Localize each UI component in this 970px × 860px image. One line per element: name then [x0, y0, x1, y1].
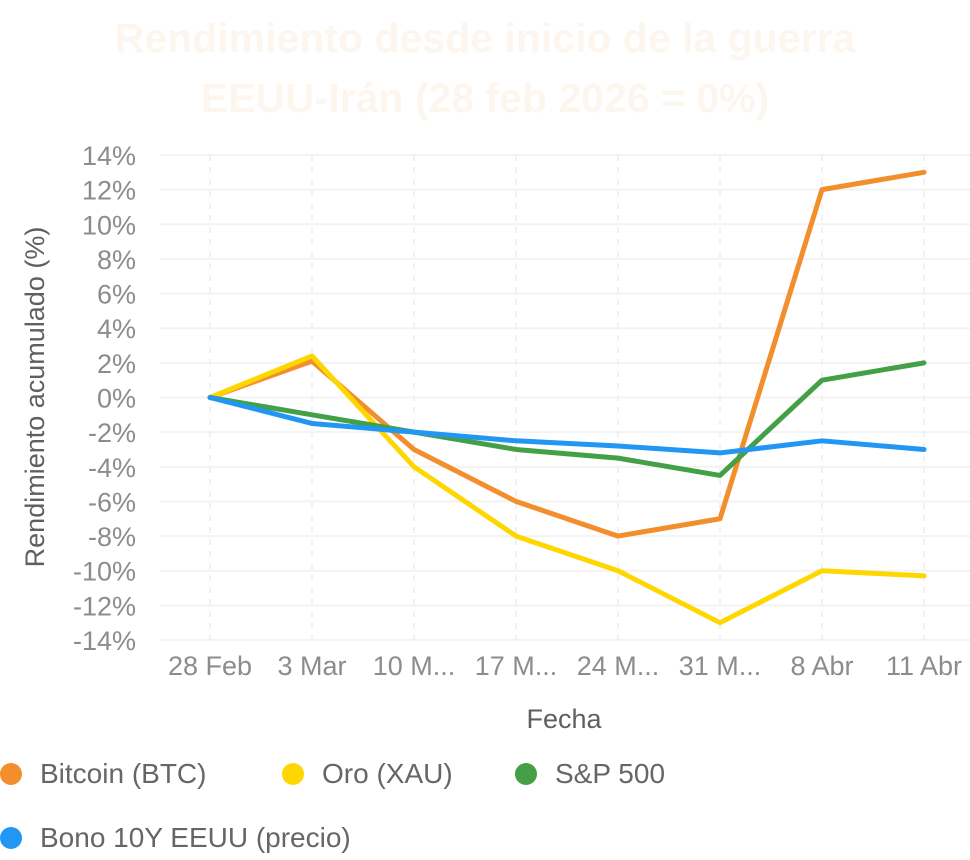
y-tick-label: 6% [97, 280, 136, 310]
series-line-gold[interactable] [207, 353, 927, 626]
chart-title-line-1: Rendimiento desde inicio de la guerra [114, 15, 856, 61]
x-tick-label: 28 Feb [168, 651, 252, 681]
legend-item-sp500[interactable]: S&P 500 [515, 754, 665, 794]
series-line-bond[interactable] [207, 395, 927, 456]
x-tick-label: 11 Abr [886, 651, 962, 681]
legend-marker-sp500 [515, 763, 537, 785]
series-line-btc[interactable] [207, 169, 927, 539]
legend-item-bond[interactable]: Bono 10Y EEUU (precio) [0, 818, 351, 858]
y-tick-label: -8% [88, 522, 136, 552]
y-tick-label: -10% [73, 557, 136, 587]
legend-marker-btc [0, 763, 22, 785]
y-tick-label: -4% [88, 453, 136, 483]
y-tick-label: 12% [82, 176, 136, 206]
legend-item-gold[interactable]: Oro (XAU) [282, 754, 453, 794]
legend-marker-bond [0, 827, 22, 849]
y-tick-label: 8% [97, 245, 136, 275]
y-tick-label: -12% [73, 591, 136, 621]
x-tick-label: 24 M... [577, 651, 660, 681]
y-axis-label: Rendimiento acumulado (%) [20, 227, 50, 568]
legend-label-bond: Bono 10Y EEUU (precio) [40, 822, 351, 853]
legend-label-sp500: S&P 500 [555, 758, 666, 789]
x-tick-label: 17 M... [475, 651, 558, 681]
chart-title: Rendimiento desde inicio de la guerra EE… [0, 8, 970, 128]
series-lines [207, 169, 927, 626]
x-axis-label: Fecha [526, 704, 602, 734]
y-tick-label: -2% [88, 418, 136, 448]
series-line-sp500[interactable] [207, 360, 927, 478]
y-tick-label: -14% [73, 626, 136, 656]
grid [160, 154, 970, 641]
legend-marker-gold [282, 763, 304, 785]
x-axis-ticks: 28 Feb 3 Mar 10 M... 17 M... 24 M... 31 M... 8… [168, 651, 962, 681]
y-tick-label: 4% [97, 314, 136, 344]
legend-label-gold: Oro (XAU) [322, 758, 453, 789]
x-tick-label: 8 Abr [790, 651, 853, 681]
x-tick-label: 31 M... [679, 651, 762, 681]
legend-item-btc[interactable]: Bitcoin (BTC) [0, 754, 206, 794]
y-tick-label: 14% [82, 141, 136, 171]
x-tick-label: 3 Mar [277, 651, 346, 681]
line-chart: 14% 12% 10% 8% 6% 4% 2% 0% -2% -4% -6% -8% -10% -12% -… [20, 141, 970, 734]
y-tick-label: 10% [82, 210, 136, 240]
x-tick-label: 10 M... [373, 651, 456, 681]
y-tick-label: 2% [97, 349, 136, 379]
chart-title-line-2: EEUU-Irán (28 feb 2026 = 0%) [200, 75, 770, 121]
y-tick-label: 0% [97, 384, 136, 414]
legend: Bitcoin (BTC) Oro (XAU) S&P 500 Bono 10Y… [0, 748, 970, 858]
legend-label-btc: Bitcoin (BTC) [40, 758, 207, 789]
y-axis-ticks: 14% 12% 10% 8% 6% 4% 2% 0% -2% -4% -6% -8% -10% -12% -… [73, 141, 136, 656]
y-tick-label: -6% [88, 487, 136, 517]
